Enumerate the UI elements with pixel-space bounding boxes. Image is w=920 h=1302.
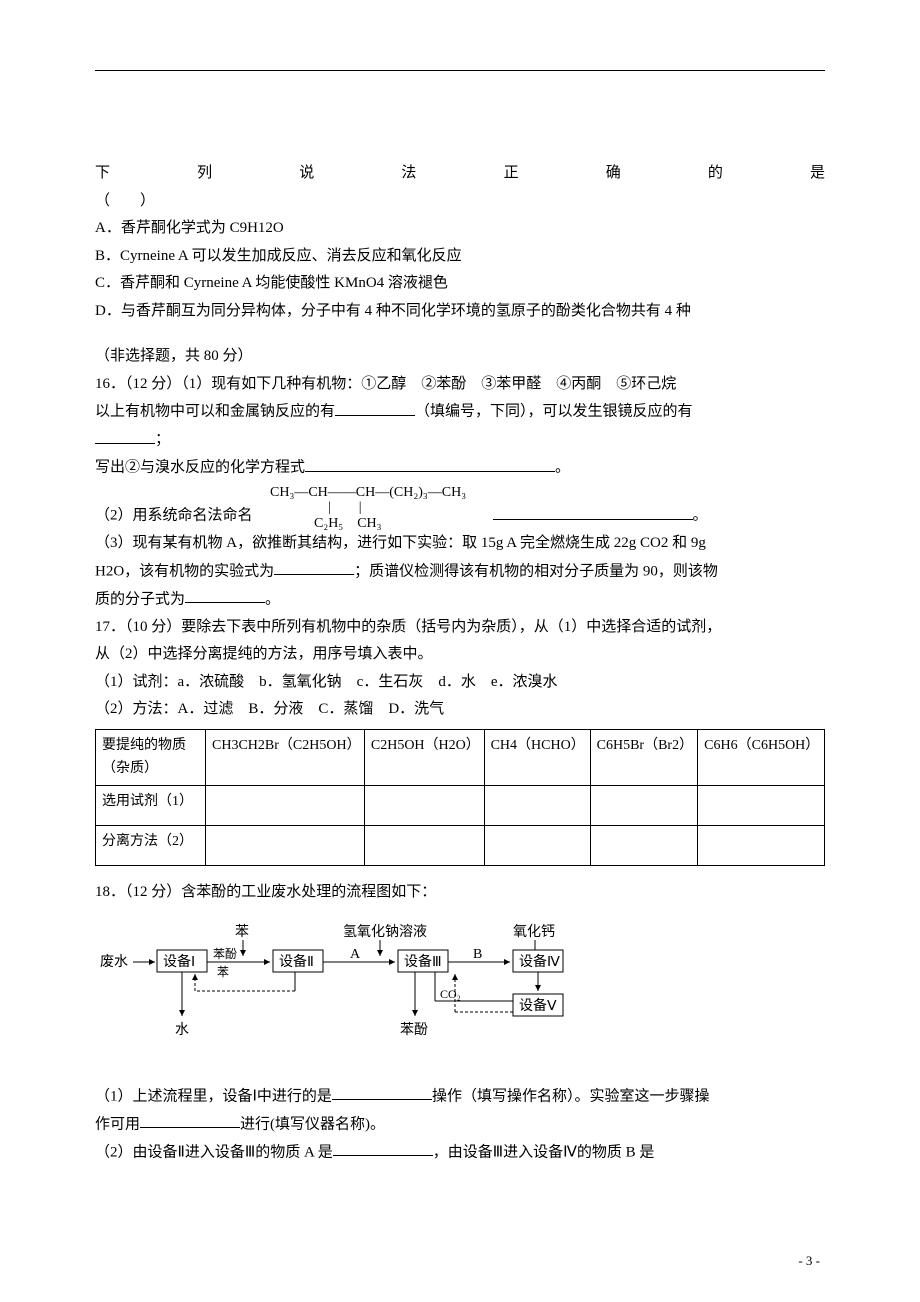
purification-table: 要提纯的物质（杂质） CH3CH2Br（C2H5OH） C2H5OH（H2O） … — [95, 729, 825, 867]
blank — [335, 399, 415, 416]
cell-blank — [364, 786, 484, 826]
q18-q2: （2）由设备Ⅱ进入设备Ⅲ的物质 A 是 ，由设备Ⅲ进入设备Ⅳ的物质 B 是 — [95, 1140, 825, 1166]
q17-stem1: 17．（10 分）要除去下表中所列有机物中的杂质（括号内为杂质），从（1）中选择… — [95, 615, 825, 641]
q18-q1d: 进行(填写仪器名称)。 — [240, 1116, 385, 1132]
blank — [185, 587, 265, 604]
wastewater-label: 废水 — [100, 954, 128, 970]
svg-text:水: 水 — [175, 1022, 189, 1038]
q18-q1-cont: 作可用 进行(填写仪器名称)。 — [95, 1112, 825, 1138]
svg-text:设备Ⅱ: 设备Ⅱ — [279, 953, 314, 970]
blank — [493, 503, 693, 520]
cell-blank — [484, 786, 590, 826]
blank — [95, 427, 155, 444]
blank — [332, 1084, 432, 1101]
q17-reagents: （1）试剂：a．浓硫酸 b．氢氧化钠 c．生石灰 d．水 e．浓溴水 — [95, 670, 825, 696]
q16-line1: 16．（12 分）（1）现有如下几种有机物：①乙醇 ②苯酚 ③苯甲醛 ④丙酮 ⑤… — [95, 372, 825, 398]
period: 。 — [555, 460, 570, 476]
q16-line4: 写出②与溴水反应的化学方程式 。 — [95, 455, 825, 481]
char: 下 — [95, 161, 110, 187]
option-d: D．与香芹酮互为同分异构体，分子中有 4 种不同化学环境的氢原子的酚类化合物共有… — [95, 299, 825, 325]
cell-blank — [364, 826, 484, 866]
q18-q1c: 作可用 — [95, 1116, 140, 1132]
q16-line6: （3）现有某有机物 A，欲推断其结构，进行如下实验：取 15g A 完全燃烧生成… — [95, 531, 825, 557]
char: 法 — [401, 161, 416, 187]
q16-line8: 质的分子式为 。 — [95, 587, 825, 613]
cell-blank — [590, 826, 698, 866]
cell-blank — [206, 786, 365, 826]
semicolon: ； — [155, 432, 170, 448]
blank — [333, 1140, 433, 1157]
q16-line3: ； — [95, 427, 825, 453]
char: 是 — [810, 161, 825, 187]
row-reagent-label: 选用试剂（1） — [96, 786, 206, 826]
blank — [140, 1112, 240, 1129]
char: 的 — [708, 161, 723, 187]
cell-blank — [698, 786, 825, 826]
svg-text:A: A — [350, 947, 361, 962]
cell-blank — [698, 826, 825, 866]
q16-line2: 以上有机物中可以和金属钠反应的有 （填编号，下同），可以发生银镜反应的有 — [95, 399, 825, 425]
option-b: B．Cyrneine A 可以发生加成反应、消去反应和氧化反应 — [95, 244, 825, 270]
q16-line2a: 以上有机物中可以和金属钠反应的有 — [95, 404, 335, 420]
q16-line7a: H2O，该有机物的实验式为 — [95, 563, 274, 579]
svg-text:设备Ⅳ: 设备Ⅳ — [519, 953, 560, 970]
q16-line8a: 质的分子式为 — [95, 591, 185, 607]
char: 列 — [197, 161, 212, 187]
option-a: A．香芹酮化学式为 C9H12O — [95, 216, 825, 242]
q16-line5a: （2）用系统命名法命名 — [95, 508, 253, 524]
blank — [305, 455, 555, 472]
th-col1: CH3CH2Br（C2H5OH） — [206, 729, 365, 786]
question-stem-spread: 下 列 说 法 正 确 的 是 — [95, 161, 825, 187]
answer-paren: （ ） — [95, 189, 825, 215]
period: 。 — [265, 591, 280, 607]
char: 说 — [299, 161, 314, 187]
option-c: C．香芹酮和 Cyrneine A 均能使酸性 KMnO4 溶液褪色 — [95, 271, 825, 297]
svg-text:苯酚: 苯酚 — [400, 1021, 428, 1038]
period: 。 — [693, 508, 708, 524]
q18-q1a: （1）上述流程里，设备Ⅰ中进行的是 — [95, 1088, 332, 1104]
q18-q1: （1）上述流程里，设备Ⅰ中进行的是 操作（填写操作名称）。实验室这一步骤操 — [95, 1084, 825, 1110]
char: 正 — [504, 161, 519, 187]
formula-bot: C₂H₅ CH₃ — [270, 516, 466, 531]
svg-text:CO₂: CO₂ — [440, 987, 461, 1001]
page-number: - 3 - — [798, 1250, 820, 1272]
flowchart: .bx{fill:#fff;stroke:#000;stroke-width:1… — [95, 916, 825, 1066]
structural-formula: CH₃—CH——CH—(CH₂)₃—CH₃ | | C₂H₅ CH₃ — [270, 485, 466, 531]
blank — [274, 559, 354, 576]
q16-line2b: （填编号，下同），可以发生银镜反应的有 — [415, 404, 693, 420]
q17-stem2: 从（2）中选择分离提纯的方法，用序号填入表中。 — [95, 642, 825, 668]
svg-text:苯酚: 苯酚 — [213, 947, 237, 961]
q18-stem: 18．（12 分）含苯酚的工业废水处理的流程图如下： — [95, 880, 825, 906]
th-col4: C6H5Br（Br2） — [590, 729, 698, 786]
svg-text:设备Ⅰ: 设备Ⅰ — [163, 953, 195, 970]
svg-text:苯: 苯 — [217, 965, 229, 979]
svg-text:苯: 苯 — [235, 923, 249, 940]
q16-line4a: 写出②与溴水反应的化学方程式 — [95, 460, 305, 476]
q17-methods: （2）方法：A．过滤 B．分液 C．蒸馏 D．洗气 — [95, 697, 825, 723]
cell-blank — [590, 786, 698, 826]
q16-line7: H2O，该有机物的实验式为 ；质谱仪检测得该有机物的相对分子质量为 90，则该物 — [95, 559, 825, 585]
th-substance: 要提纯的物质（杂质） — [96, 729, 206, 786]
svg-text:B: B — [473, 947, 482, 962]
th-col2: C2H5OH（H2O） — [364, 729, 484, 786]
th-col3: CH4（HCHO） — [484, 729, 590, 786]
non-choice-header: （非选择题，共 80 分） — [95, 344, 825, 370]
row-method-label: 分离方法（2） — [96, 826, 206, 866]
svg-text:设备Ⅲ: 设备Ⅲ — [404, 953, 442, 970]
th-col5: C6H6（C6H5OH） — [698, 729, 825, 786]
cell-blank — [206, 826, 365, 866]
svg-text:设备Ⅴ: 设备Ⅴ — [519, 997, 557, 1014]
svg-text:氧化钙: 氧化钙 — [513, 924, 555, 940]
cell-blank — [484, 826, 590, 866]
svg-text:氢氧化钠溶液: 氢氧化钠溶液 — [343, 924, 427, 940]
q18-q2b: ，由设备Ⅲ进入设备Ⅳ的物质 B 是 — [433, 1144, 655, 1160]
char: 确 — [606, 161, 621, 187]
q18-q2a: （2）由设备Ⅱ进入设备Ⅲ的物质 A 是 — [95, 1144, 333, 1160]
q16-part2: CH₃—CH——CH—(CH₂)₃—CH₃ | | C₂H₅ CH₃ （2）用系… — [95, 503, 825, 529]
q18-q1b: 操作（填写操作名称）。实验室这一步骤操 — [432, 1088, 710, 1104]
page-divider — [95, 70, 825, 71]
formula-top: CH₃—CH——CH—(CH₂)₃—CH₃ — [270, 485, 466, 500]
q16-line7b: ；质谱仪检测得该有机物的相对分子质量为 90，则该物 — [354, 563, 718, 579]
